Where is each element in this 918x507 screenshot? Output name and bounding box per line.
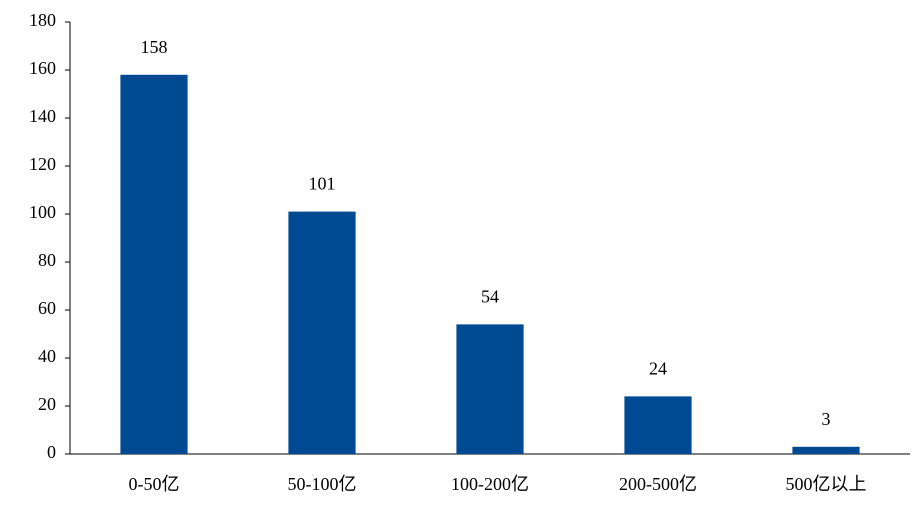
x-tick-label: 200-500亿 xyxy=(619,474,697,494)
y-tick-label: 140 xyxy=(29,106,56,126)
y-tick-label: 60 xyxy=(38,298,56,318)
bar xyxy=(288,211,356,454)
y-tick-label: 80 xyxy=(38,250,56,270)
y-tick-label: 180 xyxy=(29,10,56,30)
bar xyxy=(792,446,860,454)
data-label: 101 xyxy=(309,174,336,194)
x-tick-label: 0-50亿 xyxy=(129,474,180,494)
data-label: 3 xyxy=(822,409,831,429)
x-tick-label: 50-100亿 xyxy=(288,474,357,494)
y-tick-label: 20 xyxy=(38,394,56,414)
y-tick-label: 120 xyxy=(29,154,56,174)
x-tick-label: 100-200亿 xyxy=(451,474,529,494)
data-label: 158 xyxy=(141,37,168,57)
y-tick-label: 0 xyxy=(47,442,56,462)
bar xyxy=(624,396,692,454)
data-label: 54 xyxy=(481,287,499,307)
bar xyxy=(456,324,524,454)
data-label: 24 xyxy=(649,359,667,379)
x-tick-label: 500亿以上 xyxy=(786,474,867,494)
bar xyxy=(120,74,188,455)
y-tick-label: 40 xyxy=(38,346,56,366)
y-tick-label: 160 xyxy=(29,58,56,78)
y-tick-label: 100 xyxy=(29,202,56,222)
